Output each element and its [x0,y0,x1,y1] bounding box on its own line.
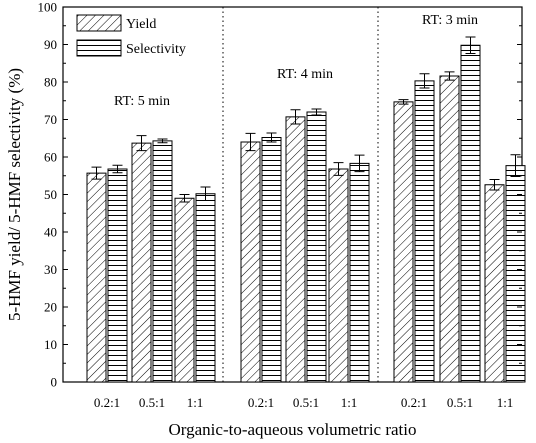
bars [86,44,526,383]
error-bars [91,36,521,203]
x-tick-label: 1:1 [497,395,514,410]
x-tick-label: 0.5:1 [293,395,319,410]
x-tick-label: 0.5:1 [139,395,165,410]
y-tick-label: 30 [44,262,57,277]
legend-swatch-yield [76,14,122,32]
y-tick-label: 60 [44,150,57,165]
y-tick-label: 0 [51,375,58,390]
legend-label-selectivity: Selectivity [126,42,186,57]
bar-selectivity [349,162,370,383]
bar-selectivity [107,168,128,383]
y-tick-label: 90 [44,37,57,52]
bar-yield [484,184,505,383]
y-tick-label: 40 [44,225,57,240]
group-annotation-rt5: RT: 5 min [114,94,170,109]
y-tick-label: 70 [44,112,57,127]
x-axis-label: Organic-to-aqueous volumetric ratio [169,420,417,439]
bar-selectivity [460,44,481,383]
group-annotation-rt4: RT: 4 min [277,67,333,82]
bar-yield [131,142,152,383]
bar-yield [240,141,261,383]
legend: Yield Selectivity [76,14,186,57]
bar-yield [393,101,414,383]
group-annotation-rt3: RT: 3 min [422,13,478,28]
bar-yield [86,172,107,383]
x-tick-label: 0.2:1 [401,395,427,410]
y-tick-label: 20 [44,300,57,315]
bar-yield [439,75,460,383]
bar-selectivity [306,111,327,383]
bar-yield [174,197,195,383]
x-tick-label: 0.5:1 [447,395,473,410]
bar-selectivity [261,137,282,383]
x-tick-label: 1:1 [341,395,358,410]
bar-selectivity [414,80,435,383]
x-tick-label: 1:1 [187,395,204,410]
y-tick-label: 80 [44,75,57,90]
x-tick-label: 0.2:1 [94,395,120,410]
bar-yield [328,168,349,383]
y-tick-label: 50 [44,187,57,202]
bar-yield [285,116,306,383]
bar-selectivity [505,165,526,383]
bar-selectivity [152,140,173,383]
legend-swatch-selectivity [76,39,122,57]
y-tick-label: 10 [44,337,57,352]
bar-selectivity [195,193,216,383]
legend-label-yield: Yield [126,17,156,32]
x-tick-label: 0.2:1 [248,395,274,410]
y-axis-label: 5-HMF yield/ 5-HMF selectivity (%) [5,68,24,321]
y-tick-label: 100 [38,0,58,15]
axis-ticks: 0 10 20 30 40 50 60 70 80 90 100 0.2:1 0.5:1 1:1 0.2:1… [38,0,522,410]
